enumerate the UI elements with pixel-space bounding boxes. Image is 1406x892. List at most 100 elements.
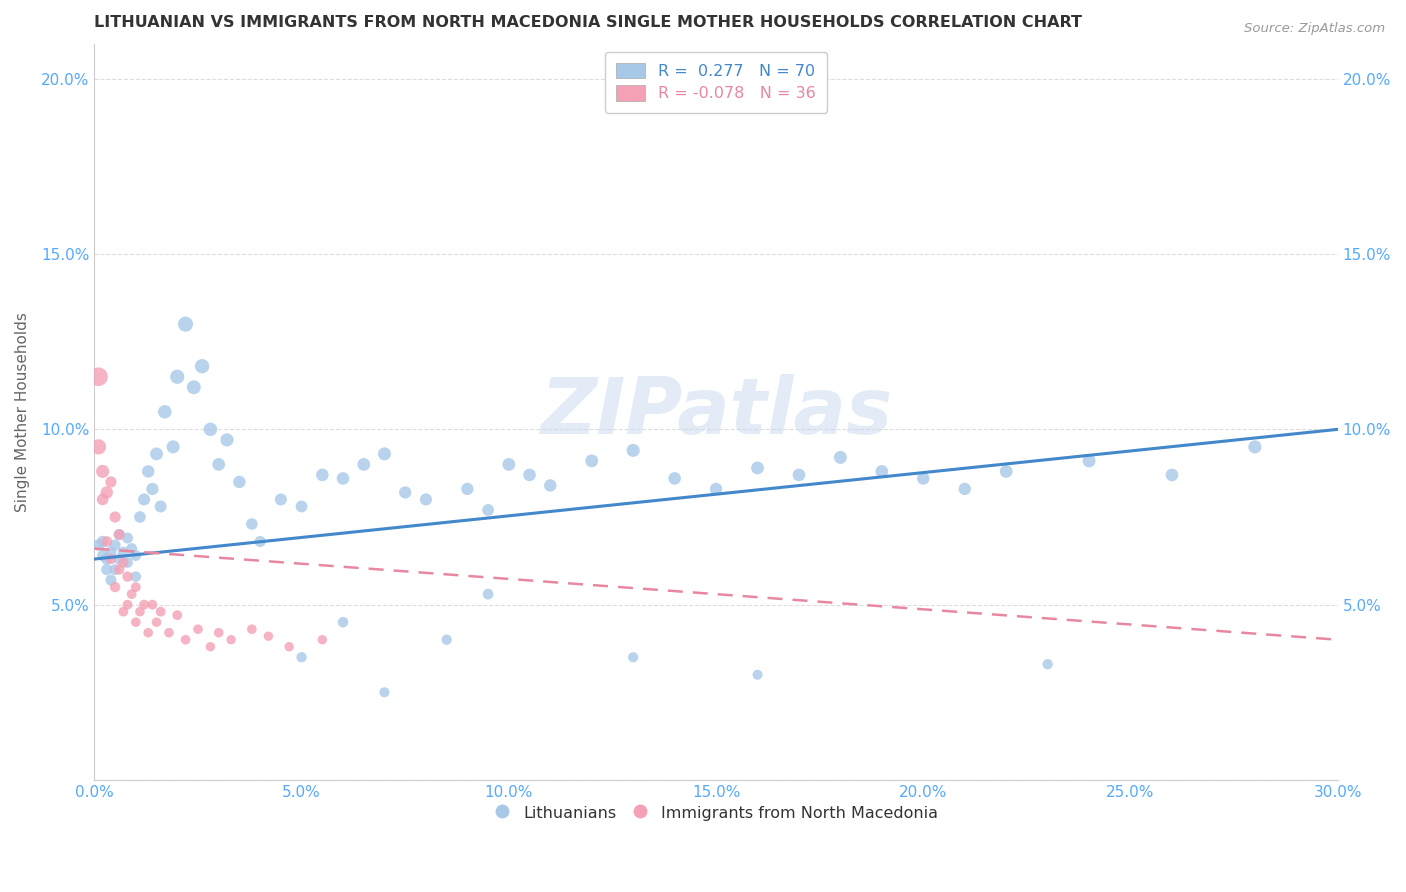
Point <box>621 443 644 458</box>
Point <box>581 454 603 468</box>
Point <box>121 541 143 556</box>
Point <box>747 667 769 681</box>
Point <box>96 563 118 577</box>
Point <box>270 492 292 507</box>
Point <box>290 650 312 665</box>
Text: LITHUANIAN VS IMMIGRANTS FROM NORTH MACEDONIA SINGLE MOTHER HOUSEHOLDS CORRELATI: LITHUANIAN VS IMMIGRANTS FROM NORTH MACE… <box>94 15 1083 30</box>
Point <box>136 464 159 478</box>
Point <box>228 475 250 489</box>
Point <box>332 471 354 485</box>
Point <box>108 552 131 566</box>
Point <box>191 359 214 374</box>
Point <box>187 622 209 636</box>
Point <box>153 405 176 419</box>
Point <box>787 467 810 482</box>
Point <box>108 527 131 541</box>
Point <box>96 485 118 500</box>
Point <box>538 478 561 492</box>
Point <box>117 598 139 612</box>
Point <box>498 458 520 472</box>
Point <box>132 492 155 507</box>
Point <box>149 500 172 514</box>
Point <box>104 563 127 577</box>
Point <box>477 587 499 601</box>
Point <box>240 516 263 531</box>
Point <box>519 467 541 482</box>
Point <box>96 534 118 549</box>
Point <box>290 500 312 514</box>
Text: ZIPatlas: ZIPatlas <box>540 374 893 450</box>
Point <box>108 527 131 541</box>
Point <box>112 545 135 559</box>
Point <box>664 471 686 485</box>
Point <box>953 482 976 496</box>
Point <box>830 450 852 465</box>
Point <box>166 369 188 384</box>
Point <box>208 625 231 640</box>
Point <box>117 569 139 583</box>
Text: Source: ZipAtlas.com: Source: ZipAtlas.com <box>1244 22 1385 36</box>
Point <box>219 632 242 647</box>
Point <box>104 580 127 594</box>
Y-axis label: Single Mother Households: Single Mother Households <box>15 312 30 512</box>
Point <box>1161 467 1184 482</box>
Point <box>436 632 458 647</box>
Point <box>311 632 333 647</box>
Point <box>100 545 122 559</box>
Point <box>91 534 114 549</box>
Point <box>91 492 114 507</box>
Point <box>125 549 148 563</box>
Point <box>100 475 122 489</box>
Point <box>91 549 114 563</box>
Point <box>1078 454 1101 468</box>
Point <box>125 615 148 630</box>
Point <box>332 615 354 630</box>
Point <box>104 538 127 552</box>
Point <box>136 625 159 640</box>
Point <box>456 482 478 496</box>
Point <box>477 503 499 517</box>
Point <box>141 598 163 612</box>
Point <box>166 608 188 623</box>
Point <box>100 573 122 587</box>
Point <box>621 650 644 665</box>
Point <box>240 622 263 636</box>
Point <box>87 369 110 384</box>
Point <box>747 461 769 475</box>
Point <box>100 552 122 566</box>
Point <box>121 587 143 601</box>
Point <box>704 482 727 496</box>
Point <box>208 458 231 472</box>
Point <box>995 464 1018 478</box>
Point <box>200 640 222 654</box>
Point <box>108 563 131 577</box>
Point <box>145 615 167 630</box>
Point <box>1244 440 1267 454</box>
Point <box>125 580 148 594</box>
Point <box>129 605 152 619</box>
Point <box>96 552 118 566</box>
Point <box>415 492 437 507</box>
Point <box>278 640 301 654</box>
Point <box>870 464 893 478</box>
Point <box>129 510 152 524</box>
Point <box>112 605 135 619</box>
Point <box>394 485 416 500</box>
Point <box>117 556 139 570</box>
Point <box>125 569 148 583</box>
Point <box>912 471 935 485</box>
Point <box>174 317 197 331</box>
Point <box>117 531 139 545</box>
Point <box>87 440 110 454</box>
Point <box>353 458 375 472</box>
Point <box>1036 657 1059 672</box>
Point <box>249 534 271 549</box>
Point <box>257 629 280 643</box>
Point <box>104 510 127 524</box>
Point <box>112 556 135 570</box>
Point <box>91 464 114 478</box>
Legend: Lithuanians, Immigrants from North Macedonia: Lithuanians, Immigrants from North Maced… <box>488 799 945 827</box>
Point <box>183 380 205 394</box>
Point <box>157 625 180 640</box>
Point <box>141 482 163 496</box>
